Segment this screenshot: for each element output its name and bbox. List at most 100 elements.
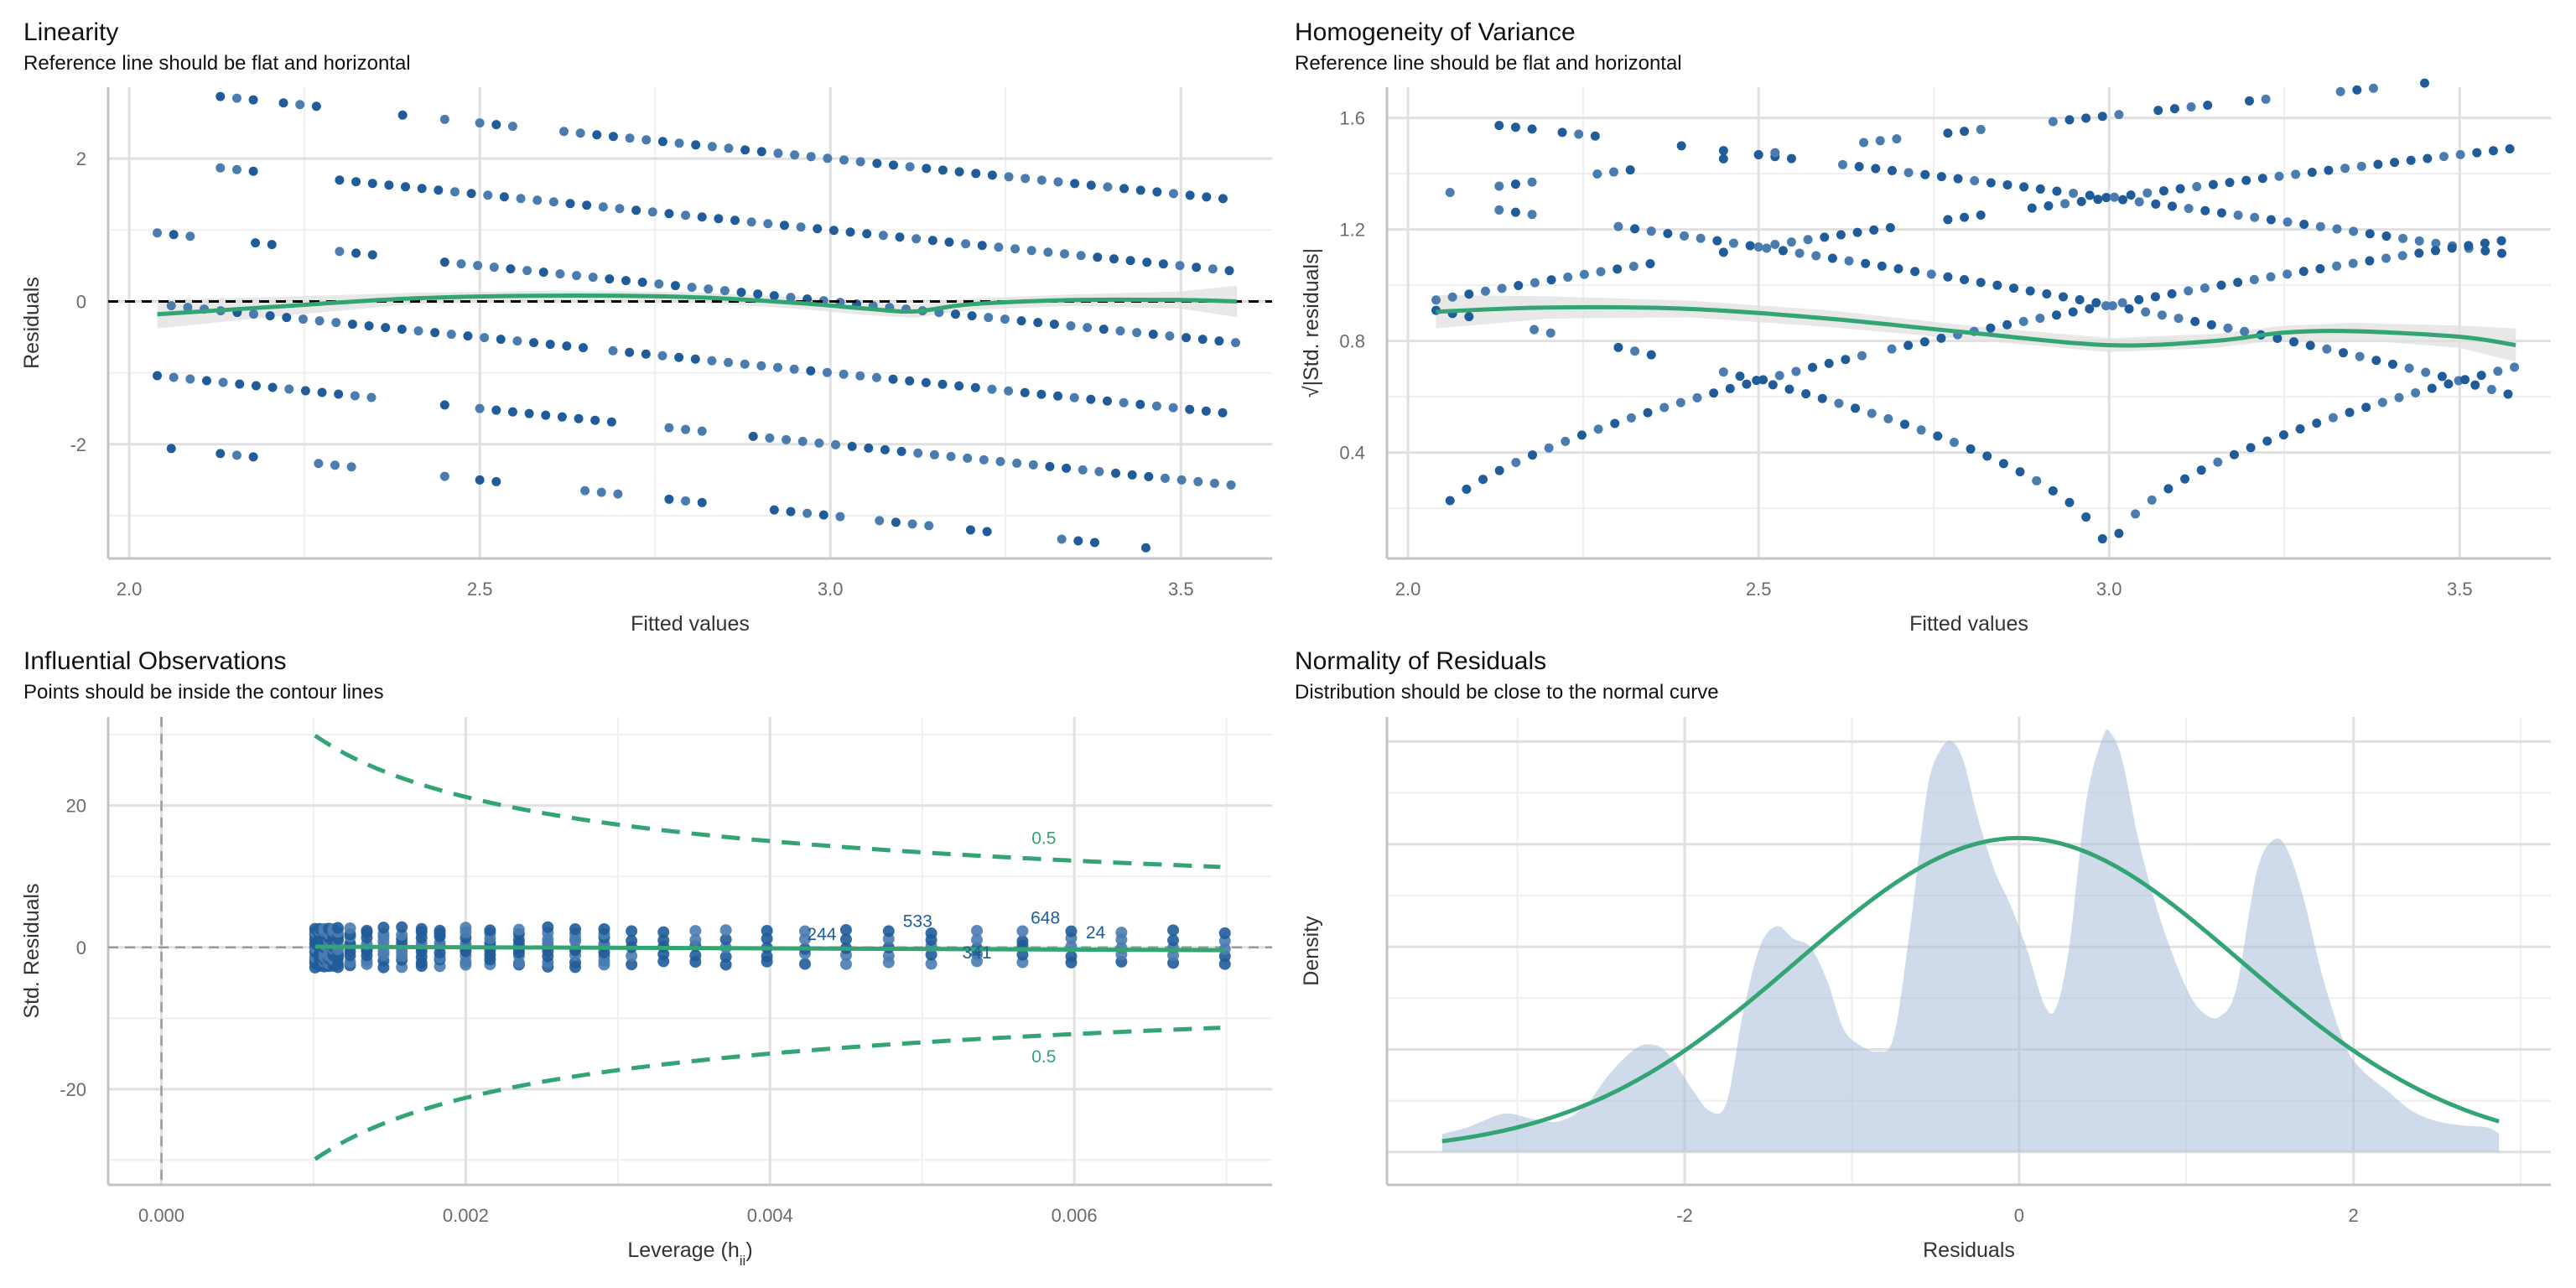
- data-point: [1851, 403, 1861, 413]
- data-point: [1197, 335, 1208, 345]
- data-point: [944, 237, 954, 247]
- data-point: [862, 229, 872, 239]
- data-point: [2035, 184, 2045, 194]
- data-point: [626, 958, 638, 971]
- data-point: [2131, 509, 2141, 519]
- data-point: [1794, 248, 1805, 258]
- data-point: [2283, 269, 2293, 279]
- data-point: [719, 924, 732, 937]
- data-point: [1185, 404, 1195, 414]
- data-point: [2480, 238, 2490, 248]
- data-point: [1675, 397, 1685, 408]
- contour-label-lower: 0.5: [1031, 1047, 1056, 1067]
- data-point: [1144, 471, 1154, 481]
- x-axis-title: Leverage (hii): [627, 1239, 752, 1269]
- data-point: [2196, 465, 2206, 475]
- data-point: [2480, 246, 2490, 256]
- data-point: [1167, 924, 1180, 937]
- data-point: [2444, 379, 2454, 389]
- data-point: [439, 257, 449, 267]
- data-point: [1801, 389, 1811, 399]
- data-point: [1065, 950, 1078, 963]
- data-point: [2101, 301, 2111, 311]
- data-point: [1867, 408, 1877, 418]
- data-point: [1692, 392, 1702, 402]
- data-point: [542, 921, 554, 933]
- data-point: [2298, 267, 2309, 277]
- data-point: [251, 381, 261, 391]
- data-point: [183, 303, 193, 313]
- data-point: [580, 486, 590, 496]
- data-point: [625, 133, 635, 143]
- data-point: [674, 138, 684, 148]
- data-point: [835, 512, 845, 522]
- data-point: [1083, 323, 1093, 333]
- data-point: [1045, 461, 1055, 471]
- data-point: [2291, 169, 2301, 179]
- data-point: [218, 377, 228, 387]
- data-point: [1645, 259, 1655, 269]
- data-point: [1094, 466, 1104, 476]
- data-point: [2107, 301, 2117, 311]
- data-point: [1837, 159, 1847, 169]
- data-point: [984, 313, 994, 323]
- data-point: [1844, 256, 1854, 266]
- data-point: [1185, 190, 1195, 200]
- homogeneity-title: Homogeneity of Variance: [1295, 18, 1576, 46]
- data-point: [621, 276, 631, 286]
- data-point: [2124, 304, 2134, 314]
- data-point: [2068, 307, 2078, 317]
- data-point: [413, 326, 423, 336]
- data-point: [1176, 475, 1187, 485]
- data-point: [1936, 333, 1946, 343]
- x-tick-label: -2: [1676, 1205, 1693, 1226]
- data-point: [582, 200, 592, 210]
- point-label: 533: [903, 912, 932, 932]
- data-point: [905, 376, 915, 386]
- data-point: [489, 262, 499, 273]
- data-point: [736, 288, 746, 298]
- data-point: [740, 145, 750, 155]
- data-point: [2216, 280, 2226, 290]
- data-point: [2427, 383, 2437, 393]
- data-point: [512, 923, 525, 936]
- data-point: [789, 364, 799, 374]
- data-point: [763, 219, 773, 229]
- data-point: [2091, 298, 2101, 308]
- linearity-points: [153, 91, 1241, 553]
- data-point: [351, 177, 361, 187]
- data-point: [2437, 371, 2447, 382]
- data-point: [344, 922, 356, 934]
- data-point: [2387, 359, 2397, 369]
- data-point: [1069, 392, 1079, 402]
- data-point: [1057, 534, 1067, 544]
- x-tick-label: 0.006: [1052, 1205, 1098, 1226]
- data-point: [397, 110, 408, 120]
- data-point: [491, 405, 501, 415]
- data-point: [1576, 430, 1587, 440]
- x-tick-label: 0.000: [138, 1205, 184, 1226]
- y-tick-label: 0.4: [1339, 443, 1365, 464]
- data-point: [1758, 375, 1768, 385]
- data-point: [1646, 350, 1656, 360]
- data-point: [748, 431, 758, 441]
- x-tick-label: 3.5: [2447, 579, 2473, 600]
- data-point: [2048, 117, 2058, 127]
- data-point: [608, 345, 618, 356]
- data-point: [2180, 474, 2190, 484]
- data-point: [1089, 538, 1099, 548]
- normal-curve: [1441, 835, 2500, 1144]
- linearity-grid: [106, 87, 1272, 560]
- data-point: [707, 356, 717, 366]
- data-point: [1060, 249, 1070, 259]
- data-point: [2266, 215, 2276, 225]
- data-point: [1119, 397, 1129, 408]
- data-point: [169, 230, 179, 240]
- data-point: [2027, 203, 2037, 213]
- data-point: [558, 127, 569, 137]
- data-point: [1115, 927, 1128, 939]
- data-point: [961, 239, 971, 249]
- data-point: [1628, 262, 1639, 272]
- data-point: [1791, 366, 1801, 377]
- data-point: [2505, 144, 2515, 154]
